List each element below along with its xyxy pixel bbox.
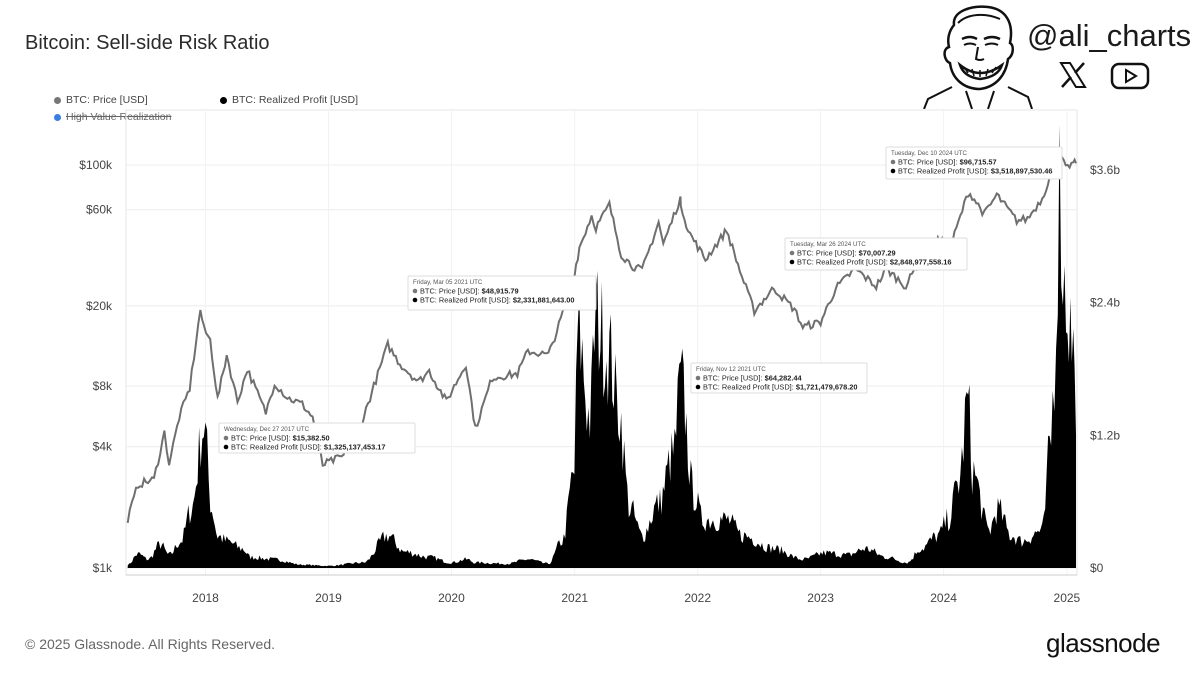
tooltip-profit-value: $1,325,137,453.17 xyxy=(324,443,386,452)
tooltip-price-value: $96,715.57 xyxy=(960,158,997,167)
x-tick-label: 2019 xyxy=(315,591,342,605)
legend-label: BTC: Price [USD] xyxy=(66,94,148,106)
tooltip-profit-value: $2,331,881,643.00 xyxy=(513,296,575,305)
right-tick-label: $0 xyxy=(1090,561,1104,575)
tooltip-profit-label: BTC: Realized Profit [USD]: xyxy=(797,258,890,267)
left-tick-label: $1k xyxy=(93,561,113,575)
tooltip-profit-label: BTC: Realized Profit [USD]: xyxy=(231,443,324,452)
tooltip-profit-dot xyxy=(890,168,896,174)
tooltip-profit-label: BTC: Realized Profit [USD]: xyxy=(898,167,991,176)
tooltip-price-label: BTC: Price [USD]: xyxy=(231,434,293,443)
brand-handle: @ali_charts xyxy=(1027,18,1192,53)
tooltip-price-row: BTC: Price [USD]: $64,282.44 xyxy=(703,374,802,383)
tooltip-bg xyxy=(885,146,1063,180)
tooltip-profit-value: $2,848,977,558.16 xyxy=(890,258,952,267)
tooltip-price-value: $64,282.44 xyxy=(765,374,803,383)
tooltip-profit-dot xyxy=(223,444,229,450)
tooltip-bg xyxy=(218,422,416,454)
realized-profit-series xyxy=(127,124,1076,569)
tooltip-price-dot xyxy=(789,250,795,256)
legend-dot xyxy=(54,113,61,121)
legend-dot xyxy=(220,96,227,104)
tooltip-date: Tuesday, Mar 26 2024 UTC xyxy=(790,241,866,248)
tooltip-price-dot xyxy=(412,288,418,294)
tooltip-profit-dot xyxy=(412,297,418,303)
tooltip-price-row: BTC: Price [USD]: $15,382.50 xyxy=(231,434,330,443)
x-tick-label: 2021 xyxy=(561,591,588,605)
left-tick-label: $60k xyxy=(86,203,113,217)
right-tick-label: $3.6b xyxy=(1090,163,1120,177)
legend-label: BTC: Realized Profit [USD] xyxy=(232,94,359,106)
chart-axes: $1k $4k $8k $20k $60k $100k $0 $1.2b $2.4b $3.6b 2… xyxy=(79,158,1120,605)
tooltip-price-row: BTC: Price [USD]: $70,007.29 xyxy=(797,249,896,258)
tooltip-date: Friday, Mar 05 2021 UTC xyxy=(413,279,483,286)
x-tick-label: 2018 xyxy=(192,591,219,605)
tooltip-profit-row: BTC: Realized Profit [USD]: $3,518,897,5… xyxy=(898,167,1052,176)
left-tick-label: $8k xyxy=(93,379,113,393)
tooltip-price-value: $70,007.29 xyxy=(859,249,896,258)
tooltip-bg xyxy=(407,275,597,311)
chart-title: Bitcoin: Sell-side Risk Ratio xyxy=(25,32,270,54)
tooltip-price-label: BTC: Price [USD]: xyxy=(703,374,765,383)
tooltip-profit-dot xyxy=(789,259,795,265)
tooltip-profit-row: BTC: Realized Profit [USD]: $1,721,479,6… xyxy=(703,383,857,392)
tooltip-profit-value: $1,721,479,678.20 xyxy=(796,383,858,392)
cartoon-face-avatar xyxy=(923,5,1033,109)
tooltip-price-row: BTC: Price [USD]: $96,715.57 xyxy=(898,158,997,167)
right-tick-label: $2.4b xyxy=(1090,296,1120,310)
tooltip-profit-label: BTC: Realized Profit [USD]: xyxy=(420,296,513,305)
copyright-text: © 2025 Glassnode. All Rights Reserved. xyxy=(25,636,276,652)
legend-item-realized-profit[interactable]: BTC: Realized Profit [USD] xyxy=(220,94,358,106)
realized-profit-area xyxy=(127,124,1076,569)
x-tick-label: 2020 xyxy=(438,591,465,605)
left-tick-label: $4k xyxy=(93,440,113,454)
left-tick-label: $100k xyxy=(79,158,113,172)
tooltip-profit-row: BTC: Realized Profit [USD]: $2,848,977,5… xyxy=(797,258,951,267)
tooltip-profit-value: $3,518,897,530.46 xyxy=(991,167,1053,176)
tooltip-price-row: BTC: Price [USD]: $48,915.79 xyxy=(420,287,519,296)
x-tick-label: 2023 xyxy=(807,591,834,605)
left-tick-label: $20k xyxy=(86,299,113,313)
glassnode-logo: glassnode xyxy=(1046,628,1161,658)
youtube-icon[interactable] xyxy=(1110,62,1150,90)
tooltip-price-value: $15,382.50 xyxy=(293,434,330,443)
tooltip-price-dot xyxy=(223,435,229,441)
tooltip-price-value: $48,915.79 xyxy=(482,287,519,296)
right-tick-label: $1.2b xyxy=(1090,428,1120,442)
tooltip-date: Friday, Nov 12 2021 UTC xyxy=(696,366,766,373)
tooltip-profit-row: BTC: Realized Profit [USD]: $1,325,137,4… xyxy=(231,443,385,452)
x-tick-label: 2025 xyxy=(1054,591,1081,605)
tooltip-price-dot xyxy=(695,375,701,381)
tooltip-profit-dot xyxy=(695,384,701,390)
tooltip-date: Tuesday, Dec 10 2024 UTC xyxy=(891,150,968,157)
tooltip-price-label: BTC: Price [USD]: xyxy=(898,158,960,167)
tooltip-price-dot xyxy=(890,159,896,165)
tooltip-bg xyxy=(784,237,968,271)
x-tick-label: 2024 xyxy=(930,591,957,605)
legend-dot xyxy=(54,96,61,104)
tooltip-date: Wednesday, Dec 27 2017 UTC xyxy=(224,426,310,433)
tooltip-price-label: BTC: Price [USD]: xyxy=(797,249,859,258)
tooltip-bg xyxy=(690,362,868,394)
legend-item-high-value-realization[interactable]: High Value Realization xyxy=(54,111,171,123)
x-tick-label: 2022 xyxy=(684,591,711,605)
tooltip-profit-row: BTC: Realized Profit [USD]: $2,331,881,6… xyxy=(420,296,574,305)
legend-label: High Value Realization xyxy=(66,111,172,123)
legend-item-price[interactable]: BTC: Price [USD] xyxy=(54,94,148,106)
tooltip-profit-label: BTC: Realized Profit [USD]: xyxy=(703,383,796,392)
x-icon[interactable] xyxy=(1058,60,1088,90)
tooltip-price-label: BTC: Price [USD]: xyxy=(420,287,482,296)
